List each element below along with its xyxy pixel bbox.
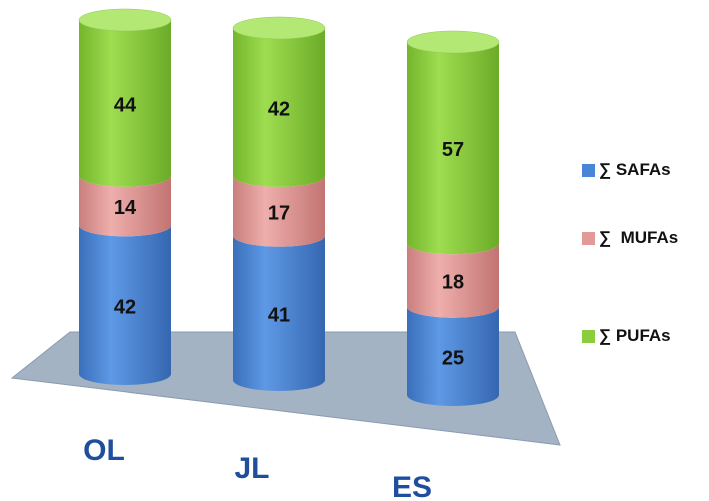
category-label-es: ES bbox=[392, 471, 432, 501]
data-label-ol-3: 44 bbox=[114, 94, 137, 116]
bars-layer: 42 14 44 41 17 42 25 18 57 bbox=[78, 8, 500, 406]
category-label-jl: JL bbox=[234, 452, 269, 485]
legend-label-safas: ∑ SAFAs bbox=[599, 160, 671, 179]
bar-segment-ol-3 bbox=[79, 20, 171, 187]
legend-swatch-safas bbox=[582, 163, 595, 177]
bar-segment-jl-1 bbox=[233, 235, 325, 391]
bar-jl: 41 17 42 bbox=[232, 16, 326, 391]
data-label-jl-3: 42 bbox=[268, 99, 290, 121]
bar-segment-es-3 bbox=[407, 42, 499, 255]
legend-item-mufas: ∑ MUFAs bbox=[582, 228, 678, 248]
legend-item-safas: ∑ SAFAs bbox=[582, 160, 671, 180]
data-label-es-3: 57 bbox=[442, 139, 464, 161]
bar-segment-es-1 bbox=[407, 306, 499, 406]
bar-segment-es-2 bbox=[407, 243, 499, 318]
bar-segment-ol-2 bbox=[79, 175, 171, 237]
legend-item-pufas: ∑ PUFAs bbox=[582, 326, 671, 346]
legend-label-pufas: ∑ PUFAs bbox=[599, 326, 671, 345]
bar-ol: 42 14 44 bbox=[78, 8, 172, 385]
bar-segment-jl-2 bbox=[233, 175, 325, 247]
bar-segment-ol-1 bbox=[79, 225, 171, 385]
data-label-es-2: 18 bbox=[442, 272, 464, 294]
data-label-jl-1: 41 bbox=[268, 304, 290, 326]
category-label-ol: OL bbox=[83, 434, 125, 467]
bar-es: 25 18 57 bbox=[406, 30, 500, 406]
bar-cap-es bbox=[406, 30, 500, 54]
bar-cap-jl bbox=[232, 16, 326, 40]
category-labels: OL JL ES bbox=[83, 434, 432, 501]
legend-swatch-mufas bbox=[582, 231, 595, 245]
bar-segment-jl-3 bbox=[233, 28, 325, 187]
data-label-jl-2: 17 bbox=[268, 202, 290, 224]
legend-swatch-pufas bbox=[582, 329, 595, 343]
data-label-ol-1: 42 bbox=[114, 296, 136, 318]
data-label-es-1: 25 bbox=[442, 347, 464, 369]
legend-label-mufas: ∑ MUFAs bbox=[599, 228, 679, 247]
bar-cap-ol bbox=[78, 8, 172, 32]
data-label-ol-2: 14 bbox=[114, 197, 137, 219]
